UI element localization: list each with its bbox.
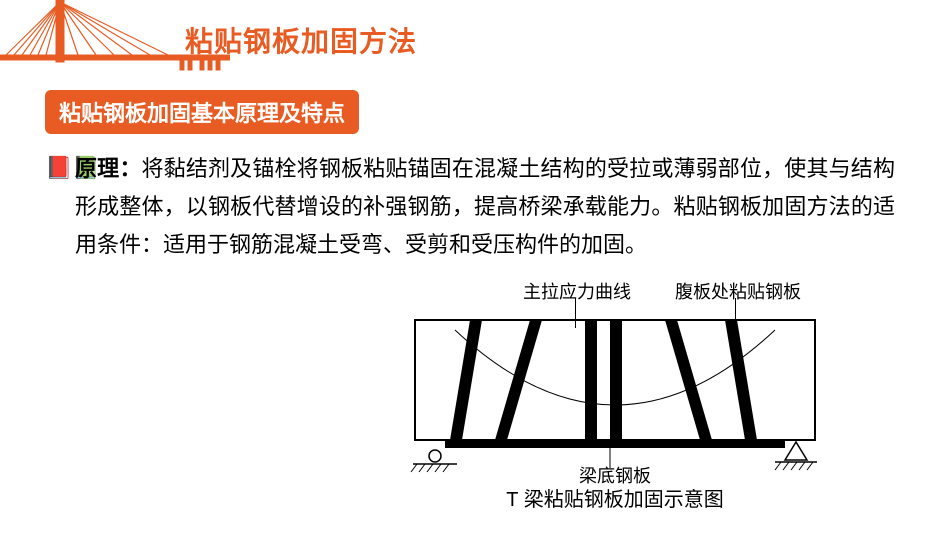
leader-tension-curve xyxy=(575,298,576,328)
slide: 粘贴钢板加固方法 粘贴钢板加固基本原理及特点 📕📗 原理：将黏结剂及锚栓将钢板粘… xyxy=(0,0,950,535)
label-web-plate: 腹板处粘贴钢板 xyxy=(675,278,801,304)
page-title: 粘贴钢板加固方法 xyxy=(185,20,417,60)
body-lead: 原理： xyxy=(75,156,142,181)
label-tension-curve: 主拉应力曲线 xyxy=(523,278,631,304)
body-content: 将黏结剂及锚栓将钢板粘贴锚固在混凝土结构的受拉或薄弱部位，使其与结构形成整体，以… xyxy=(75,156,895,257)
figure-caption: T 梁粘贴钢板加固示意图 xyxy=(355,483,875,512)
figure-t-beam: 主拉应力曲线 腹板处粘贴钢板 xyxy=(355,290,875,510)
section-badge: 粘贴钢板加固基本原理及特点 xyxy=(45,90,359,134)
body-paragraph: 原理：将黏结剂及锚栓将钢板粘贴锚固在混凝土结构的受拉或薄弱部位，使其与结构形成整… xyxy=(75,150,895,264)
section-badge-wrap: 粘贴钢板加固基本原理及特点 xyxy=(45,90,359,134)
leader-web-plate xyxy=(735,298,736,340)
beam-diagram-svg xyxy=(355,290,875,480)
